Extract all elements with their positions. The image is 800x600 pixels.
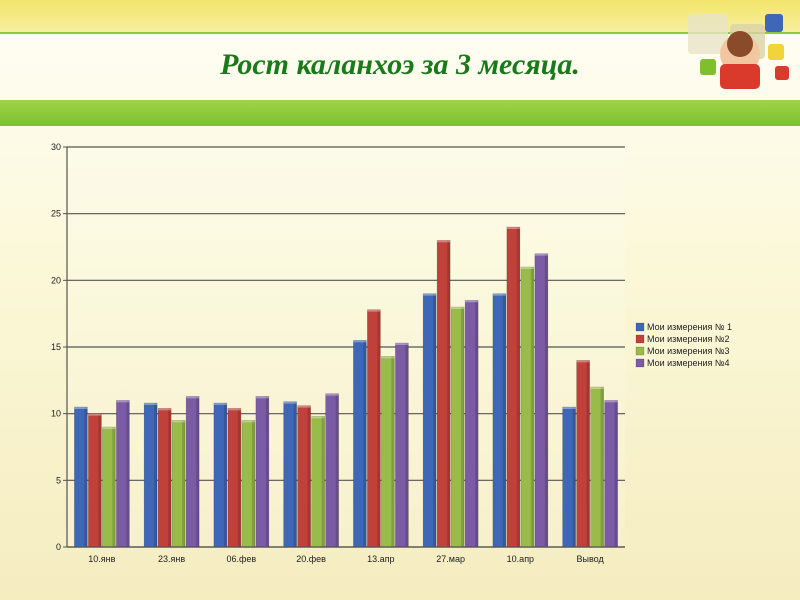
bar-shade	[433, 293, 437, 547]
bar-top	[311, 416, 325, 419]
slide-title: Рост каланхоэ за 3 месяца.	[220, 48, 580, 81]
bar-top	[381, 356, 395, 359]
bar-top	[227, 408, 241, 411]
puzzle-icon	[688, 14, 789, 89]
y-tick-label: 10	[51, 409, 61, 419]
bar-top	[604, 400, 618, 403]
legend-swatch	[635, 358, 645, 368]
y-tick-label: 30	[51, 142, 61, 152]
bar-shade	[196, 396, 200, 547]
bar-top	[506, 227, 520, 229]
x-tick-label: 10.янв	[88, 554, 115, 564]
bar-shade	[182, 420, 186, 547]
legend-label: Мои измерения №4	[647, 358, 730, 368]
bar-shade	[461, 307, 465, 547]
bar-top	[102, 427, 116, 429]
bar-top	[255, 396, 269, 399]
bar-top	[576, 360, 590, 363]
legend-label: Мои измерения №3	[647, 346, 730, 356]
bar-top	[353, 340, 367, 343]
bar-shade	[502, 293, 506, 547]
bar-top	[492, 293, 506, 296]
bar-top	[172, 420, 186, 423]
bar-shade	[530, 267, 534, 547]
bar-top	[213, 403, 227, 405]
x-tick-label: Вывод	[577, 554, 605, 564]
bar-shade	[405, 343, 409, 547]
bar-top	[534, 253, 548, 256]
bar-top	[395, 343, 409, 345]
bar-top	[241, 420, 255, 423]
legend-label: Мои измерения №2	[647, 334, 730, 344]
x-tick-label: 20.фев	[296, 554, 326, 564]
legend-label: Мои измерения № 1	[647, 322, 732, 332]
bar-top	[144, 403, 158, 405]
bar-shade	[391, 356, 395, 547]
bar-shade	[237, 408, 241, 547]
top-band	[0, 0, 800, 32]
puzzle-decoration-image	[680, 4, 795, 99]
y-tick-label: 25	[51, 209, 61, 219]
y-tick-label: 15	[51, 342, 61, 352]
bar-shade	[614, 400, 618, 547]
bar-shade	[154, 403, 158, 547]
bar-shade	[516, 227, 520, 547]
bar-top	[283, 401, 297, 404]
x-tick-label: 13.апр	[367, 554, 394, 564]
bar-shade	[223, 403, 227, 547]
x-tick-label: 27.мар	[436, 554, 465, 564]
bar-shade	[447, 240, 451, 548]
legend-swatch	[635, 334, 645, 344]
bar-top	[465, 300, 479, 303]
bar-shade	[363, 340, 367, 547]
y-tick-label: 20	[51, 275, 61, 285]
bar-shade	[251, 420, 255, 547]
bar-shade	[572, 407, 576, 547]
bar-top	[325, 393, 339, 396]
bar-shade	[335, 393, 339, 547]
bar-shade	[600, 387, 604, 547]
bar-shade	[475, 300, 479, 547]
bar-shade	[586, 360, 590, 547]
bar-shade	[265, 396, 269, 547]
bar-shade	[544, 253, 548, 547]
bar-top	[437, 240, 451, 243]
bar-top	[88, 413, 102, 416]
y-tick-label: 0	[56, 542, 61, 552]
bar-top	[116, 400, 130, 403]
bar-top	[186, 396, 200, 399]
bar-top	[74, 407, 88, 409]
bar-shade	[377, 309, 381, 547]
bar-shade	[84, 407, 88, 547]
bar-top	[158, 408, 172, 411]
title-underline-band	[0, 100, 800, 126]
bar-top	[297, 405, 311, 408]
bar-top	[562, 407, 576, 409]
x-tick-label: 06.фев	[227, 554, 257, 564]
bar-shade	[321, 416, 325, 547]
x-tick-label: 23.янв	[158, 554, 185, 564]
bar-shade	[112, 427, 116, 547]
bar-top	[590, 387, 604, 389]
bar-top	[367, 309, 381, 312]
bar-shade	[98, 413, 102, 547]
bar-shade	[293, 401, 297, 547]
legend-swatch	[635, 322, 645, 332]
x-tick-label: 10.апр	[507, 554, 534, 564]
bar-top	[520, 267, 534, 269]
y-tick-label: 5	[56, 475, 61, 485]
top-divider	[0, 32, 800, 34]
bar-top	[423, 293, 437, 296]
bar-shade	[168, 408, 172, 547]
bar-top	[451, 307, 465, 309]
bar-shade	[307, 405, 311, 547]
bar-shade	[126, 400, 130, 547]
legend-swatch	[635, 346, 645, 356]
